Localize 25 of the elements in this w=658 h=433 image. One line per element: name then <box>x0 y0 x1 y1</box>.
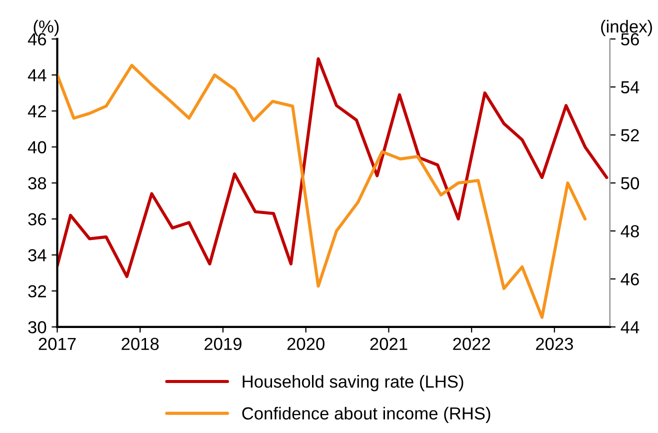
y-tick-label: 44 <box>28 69 46 82</box>
y2-tick-label: 46 <box>620 273 639 286</box>
y2-tick-label: 54 <box>621 81 640 94</box>
y2-tick-label: 44 <box>620 321 640 334</box>
legend-label: Household saving rate (LHS) <box>242 375 464 392</box>
x-tick-label: 2023 <box>536 338 573 350</box>
y-tick-label: 32 <box>28 285 46 298</box>
y-tick-label: 38 <box>28 177 46 190</box>
x-tick-label: 2022 <box>453 338 490 350</box>
y-tick-label: 42 <box>28 105 46 118</box>
x-tick-label: 2019 <box>204 338 242 350</box>
x-tick-label: 2021 <box>370 338 408 350</box>
y-tick-label: 36 <box>28 213 46 226</box>
legend-label: Confidence about income (RHS) <box>242 406 490 423</box>
y-tick-label: 34 <box>28 249 46 262</box>
x-tick-label: 2017 <box>38 338 76 350</box>
y-tick-label: 30 <box>28 321 46 334</box>
y2-tick-label: 50 <box>621 177 640 190</box>
y2-tick-label: 48 <box>620 225 639 238</box>
y2-tick-label: 52 <box>621 129 639 142</box>
x-tick-label: 2018 <box>122 338 159 350</box>
line-series <box>57 57 608 278</box>
line-series <box>57 64 587 319</box>
y-tick-label: 40 <box>28 141 46 154</box>
x-tick-label: 2020 <box>287 338 324 350</box>
